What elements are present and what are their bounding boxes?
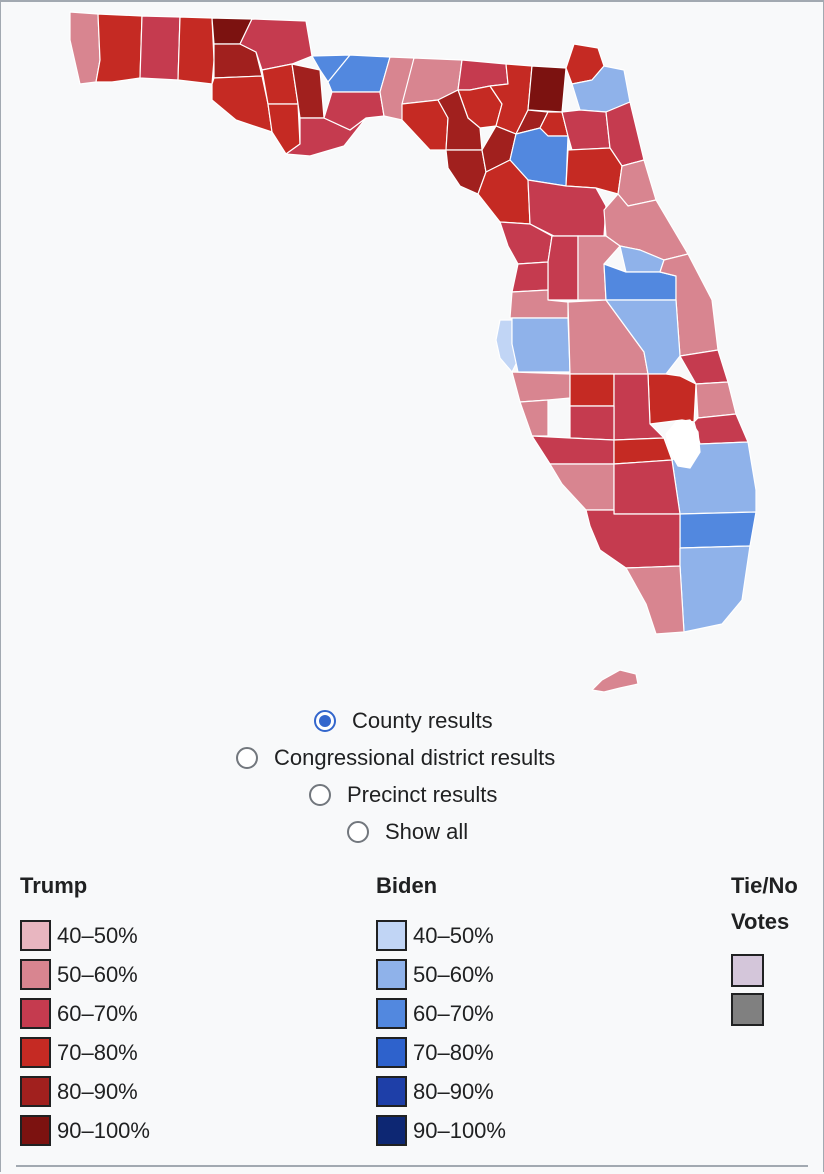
county-hendry[interactable] [613,459,681,515]
county-okaloosa[interactable] [139,15,181,81]
county-lafayette[interactable] [437,89,483,151]
county-marion[interactable] [527,179,607,237]
county-flagler[interactable] [617,159,657,207]
option-label: Precinct results [347,782,498,807]
county-jefferson[interactable] [379,56,415,121]
county-taylor[interactable] [401,99,449,151]
radio-county-results[interactable] [314,710,336,732]
county-okeechobee[interactable] [647,373,697,425]
legend-swatch [376,959,407,990]
county-st-lucie[interactable] [695,381,737,419]
county-gulf[interactable] [267,103,301,155]
county-collier[interactable] [585,509,681,569]
legend-item: 50–60% [376,955,506,994]
option-precinct-results[interactable]: Precinct results [309,780,497,810]
county-monroe-keys[interactable] [591,669,639,693]
legend-item: 60–70% [20,994,150,1033]
legend-item: 40–50% [376,916,506,955]
legend-item: 70–80% [20,1033,150,1072]
legend-label: 50–60% [413,961,494,987]
radio-show-all[interactable] [347,821,369,843]
legend-label: 60–70% [57,1000,138,1026]
legend-item: 40–50% [20,916,150,955]
county-martin[interactable] [693,413,749,445]
legend-label: 90–100% [413,1117,506,1143]
legend-trump-title: Trump [20,873,88,898]
legend-biden-title: Biden [376,873,438,898]
legend-label: 40–50% [57,922,138,948]
legend-item: 90–100% [20,1111,150,1150]
legend-label: 90–100% [57,1117,150,1143]
county-bay[interactable] [211,75,273,133]
legend-tie-title: Tie/No Votes [731,868,821,940]
legend-item: 80–90% [376,1072,506,1111]
legend-tie-title-line1: Tie/No [731,873,798,898]
legend-label: 70–80% [57,1039,138,1065]
legend-swatch [20,1037,51,1068]
legend-item: 70–80% [376,1033,506,1072]
legend-swatch-no-votes [731,993,764,1026]
legend-swatch [20,998,51,1029]
legend-swatch [376,1076,407,1107]
county-santa-rosa[interactable] [95,13,143,83]
county-hardee[interactable] [569,373,615,407]
legend-swatch [376,920,407,951]
legend-biden: Biden 40–50% 50–60% 60–70% 70–80% 80–90%… [376,868,506,1150]
legend-label: 80–90% [57,1078,138,1104]
legend-label: 70–80% [413,1039,494,1065]
county-broward[interactable] [679,511,757,549]
county-charlotte[interactable] [531,435,615,465]
legend-label: 40–50% [413,922,494,948]
legend-label: 60–70% [413,1000,494,1026]
option-label: Show all [385,819,469,844]
legend-swatch [20,920,51,951]
legend-item: 50–60% [20,955,150,994]
county-desoto[interactable] [569,405,615,441]
county-miami-dade[interactable] [679,545,751,633]
option-label: Congressional district results [274,745,556,770]
florida-county-map [69,11,757,693]
lake-okeechobee [665,419,701,469]
county-baker[interactable] [527,65,567,113]
legend-item: 90–100% [376,1111,506,1150]
legend-swatch [376,1037,407,1068]
option-county-results[interactable]: County results [314,706,493,736]
legend-item: 60–70% [376,994,506,1033]
county-hernando[interactable] [511,261,549,293]
legend-swatch [376,1115,407,1146]
legend-tie: Tie/No Votes [731,868,821,1032]
option-congressional-district-results[interactable]: Congressional district results [236,743,555,773]
county-washington[interactable] [213,43,263,79]
county-sumter[interactable] [547,235,579,301]
legend-swatch [376,998,407,1029]
option-show-all[interactable]: Show all [347,817,468,847]
legend-item: 80–90% [20,1072,150,1111]
county-manatee[interactable] [511,371,571,403]
county-clay[interactable] [561,109,611,151]
legend-label: 80–90% [413,1078,494,1104]
legend-swatch [20,1115,51,1146]
option-label: County results [352,708,493,733]
radio-precinct-results[interactable] [309,784,331,806]
county-monroe-mainland[interactable] [625,565,685,635]
radio-congressional-district-results[interactable] [236,747,258,769]
county-escambia[interactable] [69,11,101,85]
county-walton[interactable] [177,16,215,85]
legend-label: 50–60% [57,961,138,987]
legend-tie-title-line2: Votes [731,909,790,934]
county-hillsborough[interactable] [511,317,571,373]
county-lee[interactable] [549,463,615,511]
legend-swatch [20,959,51,990]
legend-swatch [20,1076,51,1107]
bottom-divider [16,1165,808,1167]
legend-swatch-tie [731,954,764,987]
top-divider [0,0,824,2]
county-indian-river[interactable] [679,349,729,385]
legend-trump: Trump 40–50% 50–60% 60–70% 70–80% 80–90%… [20,868,150,1150]
county-sarasota[interactable] [519,399,549,437]
